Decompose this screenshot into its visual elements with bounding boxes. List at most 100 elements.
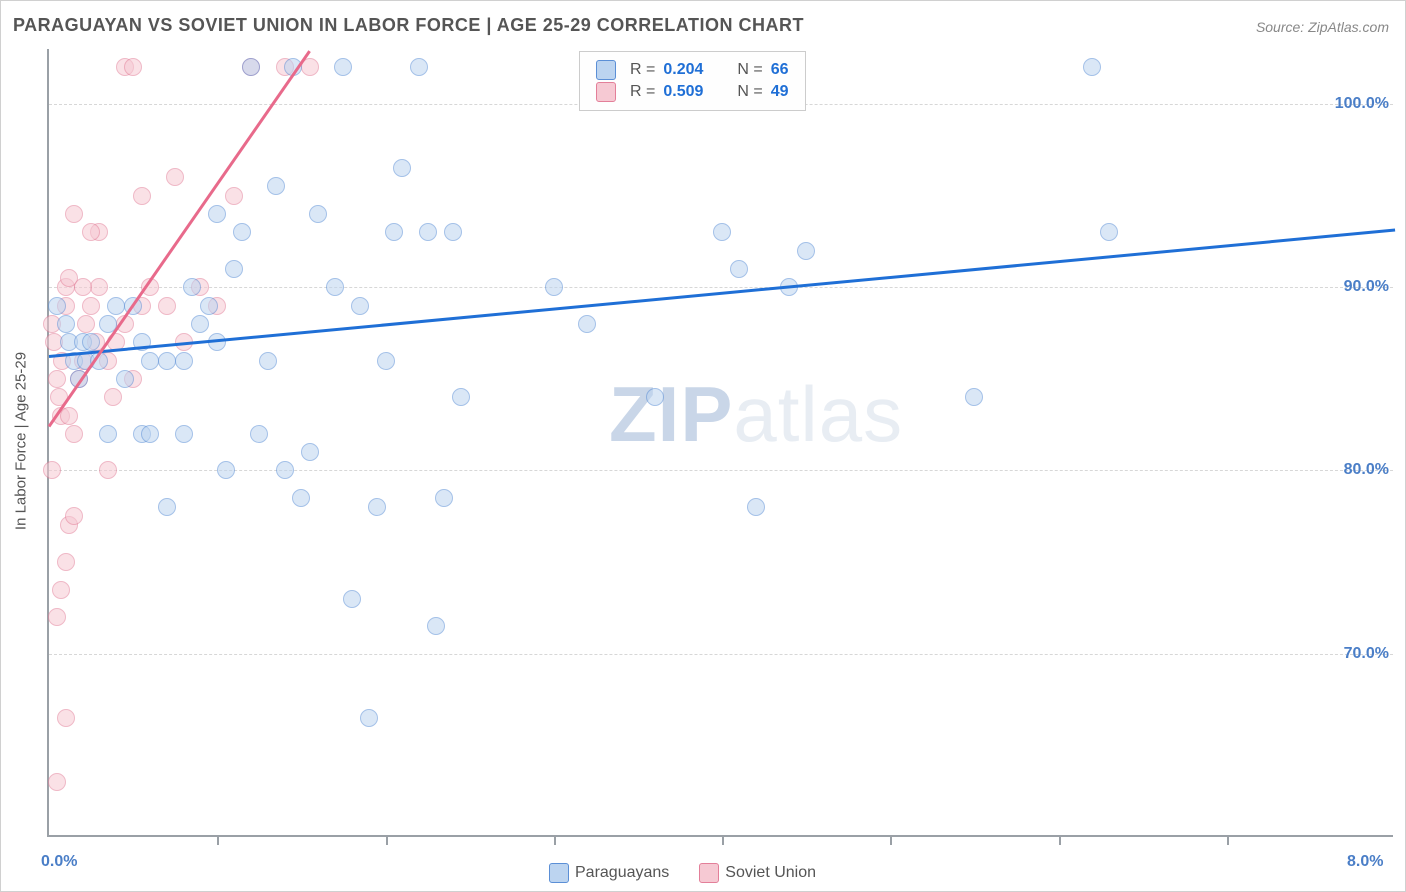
data-point (175, 425, 193, 443)
data-point (65, 425, 83, 443)
watermark-atlas: atlas (733, 370, 903, 458)
data-point (276, 461, 294, 479)
x-tick (722, 835, 724, 845)
y-tick-label: 90.0% (1315, 278, 1395, 296)
data-point (60, 407, 78, 425)
data-point (48, 608, 66, 626)
data-point (141, 425, 159, 443)
data-point (77, 315, 95, 333)
data-point (158, 498, 176, 516)
x-tick (554, 835, 556, 845)
data-point (166, 168, 184, 186)
data-point (52, 581, 70, 599)
data-point (116, 370, 134, 388)
y-tick-label: 70.0% (1315, 645, 1395, 663)
y-tick-label: 100.0% (1315, 95, 1395, 113)
data-point (427, 617, 445, 635)
data-point (158, 297, 176, 315)
data-point (747, 498, 765, 516)
x-tick (890, 835, 892, 845)
watermark-zip: ZIP (609, 370, 733, 458)
data-point (452, 388, 470, 406)
chart-title: PARAGUAYAN VS SOVIET UNION IN LABOR FORC… (13, 15, 804, 36)
data-point (343, 590, 361, 608)
data-point (82, 223, 100, 241)
data-point (133, 187, 151, 205)
legend-swatch (699, 863, 719, 883)
correlation-legend: R = 0.204N = 66R = 0.509N = 49 (579, 51, 806, 111)
data-point (360, 709, 378, 727)
data-point (267, 177, 285, 195)
data-point (444, 223, 462, 241)
data-point (393, 159, 411, 177)
legend-n-value: 66 (771, 61, 789, 79)
data-point (183, 278, 201, 296)
x-tick-label: 8.0% (1347, 853, 1383, 871)
data-point (410, 58, 428, 76)
data-point (57, 553, 75, 571)
data-point (301, 443, 319, 461)
y-axis-label: In Labor Force | Age 25-29 (13, 352, 30, 530)
data-point (99, 461, 117, 479)
data-point (124, 58, 142, 76)
series-name: Paraguayans (575, 864, 669, 882)
data-point (48, 773, 66, 791)
legend-r-value: 0.509 (663, 83, 703, 101)
x-tick (1227, 835, 1229, 845)
data-point (242, 58, 260, 76)
legend-n-label: N = (737, 61, 762, 79)
data-point (200, 297, 218, 315)
x-tick (217, 835, 219, 845)
y-tick-label: 80.0% (1315, 461, 1395, 479)
series-legend: Paraguayans Soviet Union (549, 863, 816, 883)
data-point (90, 278, 108, 296)
data-point (368, 498, 386, 516)
data-point (208, 205, 226, 223)
data-point (713, 223, 731, 241)
grid-line (49, 287, 1393, 288)
data-point (65, 205, 83, 223)
data-point (141, 352, 159, 370)
data-point (730, 260, 748, 278)
data-point (545, 278, 563, 296)
data-point (965, 388, 983, 406)
data-point (65, 507, 83, 525)
data-point (233, 223, 251, 241)
series-name: Soviet Union (725, 864, 816, 882)
data-point (309, 205, 327, 223)
legend-n-label: N = (737, 83, 762, 101)
legend-swatch (549, 863, 569, 883)
source-label: Source: ZipAtlas.com (1256, 19, 1389, 35)
data-point (1100, 223, 1118, 241)
data-point (48, 297, 66, 315)
x-tick-label: 0.0% (41, 853, 77, 871)
legend-n-value: 49 (771, 83, 789, 101)
data-point (191, 315, 209, 333)
data-point (797, 242, 815, 260)
data-point (48, 370, 66, 388)
data-point (43, 461, 61, 479)
correlation-legend-row: R = 0.509 N = 49 (596, 82, 789, 102)
data-point (377, 352, 395, 370)
data-point (217, 461, 235, 479)
chart-container: PARAGUAYAN VS SOVIET UNION IN LABOR FORC… (0, 0, 1406, 892)
data-point (158, 352, 176, 370)
data-point (82, 333, 100, 351)
data-point (250, 425, 268, 443)
data-point (99, 425, 117, 443)
data-point (57, 709, 75, 727)
plot-area: ZIPatlas 70.0% 80.0% 90.0% 100.0% (47, 49, 1393, 837)
data-point (82, 297, 100, 315)
trend-line (49, 229, 1395, 358)
data-point (259, 352, 277, 370)
legend-r-label: R = (630, 61, 655, 79)
correlation-legend-row: R = 0.204N = 66 (596, 60, 789, 80)
legend-r-label: R = (630, 83, 655, 101)
series-legend-item: Paraguayans (549, 863, 669, 883)
data-point (578, 315, 596, 333)
x-tick (386, 835, 388, 845)
legend-swatch (596, 82, 616, 102)
data-point (104, 388, 122, 406)
data-point (385, 223, 403, 241)
data-point (1083, 58, 1101, 76)
